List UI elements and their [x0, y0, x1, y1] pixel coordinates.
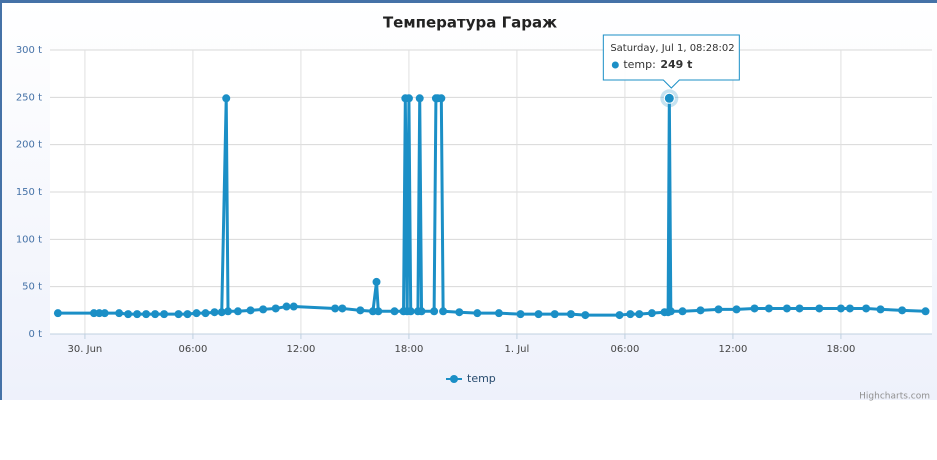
- data-point: [390, 307, 399, 316]
- data-point: [696, 306, 705, 315]
- data-point: [566, 310, 575, 319]
- data-point: [142, 310, 151, 319]
- data-point: [372, 277, 381, 286]
- data-point: [183, 310, 192, 319]
- data-point: [192, 309, 201, 318]
- hover-point: [663, 92, 675, 104]
- x-tick-label: 30. Jun: [68, 344, 103, 355]
- data-point: [898, 306, 907, 315]
- top-border: [0, 0, 937, 3]
- data-point: [615, 311, 624, 320]
- data-point: [714, 305, 723, 314]
- data-point: [647, 309, 656, 318]
- data-point: [626, 310, 635, 319]
- data-point: [876, 305, 885, 314]
- x-tick-label: 12:00: [719, 344, 748, 355]
- x-tick-label: 1. Jul: [505, 344, 530, 355]
- data-point: [494, 309, 503, 318]
- x-tick-label: 06:00: [179, 344, 208, 355]
- data-point: [53, 309, 62, 318]
- data-point: [534, 310, 543, 319]
- data-point: [430, 307, 439, 316]
- data-point: [374, 307, 383, 316]
- data-point: [782, 304, 791, 313]
- y-tick-label: 300 t: [16, 45, 42, 56]
- tooltip-value: 249 t: [660, 58, 692, 71]
- data-point: [921, 307, 930, 316]
- data-point: [550, 310, 559, 319]
- y-tick-label: 50 t: [22, 282, 42, 293]
- data-point: [455, 308, 464, 317]
- data-point: [439, 307, 448, 316]
- data-point: [246, 306, 255, 315]
- data-point: [764, 304, 773, 313]
- data-point: [100, 309, 109, 318]
- data-point: [678, 307, 687, 316]
- x-tick-label: 18:00: [395, 344, 424, 355]
- legend-label[interactable]: temp: [467, 372, 496, 385]
- data-point: [406, 307, 415, 316]
- tooltip-header: Saturday, Jul 1, 08:28:02: [610, 43, 734, 54]
- tooltip-symbol: [611, 61, 619, 69]
- data-point: [224, 307, 233, 316]
- y-tick-label: 0 t: [29, 329, 43, 340]
- data-point: [331, 304, 340, 313]
- data-point: [210, 308, 219, 317]
- data-point: [750, 304, 759, 313]
- y-tick-label: 150 t: [16, 187, 42, 198]
- data-point: [415, 94, 424, 103]
- data-point: [473, 309, 482, 318]
- data-point: [271, 304, 280, 313]
- data-point: [151, 310, 160, 319]
- tooltip-name: temp:: [623, 58, 655, 71]
- data-point: [233, 307, 242, 316]
- data-point: [795, 304, 804, 313]
- data-point: [732, 305, 741, 314]
- data-point: [862, 304, 871, 313]
- data-point: [516, 310, 525, 319]
- data-point: [836, 304, 845, 313]
- tooltip: Saturday, Jul 1, 08:28:02 temp: 249 t: [602, 34, 740, 89]
- x-tick-label: 18:00: [827, 344, 856, 355]
- data-point: [289, 302, 298, 311]
- data-point: [259, 305, 268, 314]
- data-point: [666, 307, 675, 316]
- data-point: [437, 94, 446, 103]
- data-point: [133, 310, 142, 319]
- data-point: [174, 310, 183, 319]
- tooltip-box: [602, 34, 740, 89]
- y-tick-label: 100 t: [16, 234, 42, 245]
- data-point: [201, 309, 210, 318]
- data-point: [115, 309, 124, 318]
- data-point: [417, 307, 426, 316]
- data-point: [404, 94, 413, 103]
- data-point: [222, 94, 231, 103]
- left-border: [0, 0, 2, 400]
- data-point: [845, 304, 854, 313]
- data-point: [635, 310, 644, 319]
- data-point: [338, 304, 347, 313]
- data-point: [217, 308, 226, 317]
- y-tick-label: 250 t: [16, 92, 42, 103]
- x-tick-label: 12:00: [287, 344, 316, 355]
- data-point: [160, 310, 169, 319]
- data-point: [815, 304, 824, 313]
- data-point: [581, 311, 590, 320]
- data-point: [282, 302, 291, 311]
- chart-title: Температура Гараж: [383, 14, 557, 32]
- x-tick-label: 06:00: [611, 344, 640, 355]
- legend-symbol: [450, 375, 458, 383]
- data-point: [124, 310, 133, 319]
- credits[interactable]: Highcharts.com: [859, 392, 930, 402]
- y-tick-label: 200 t: [16, 140, 42, 151]
- data-point: [356, 306, 365, 315]
